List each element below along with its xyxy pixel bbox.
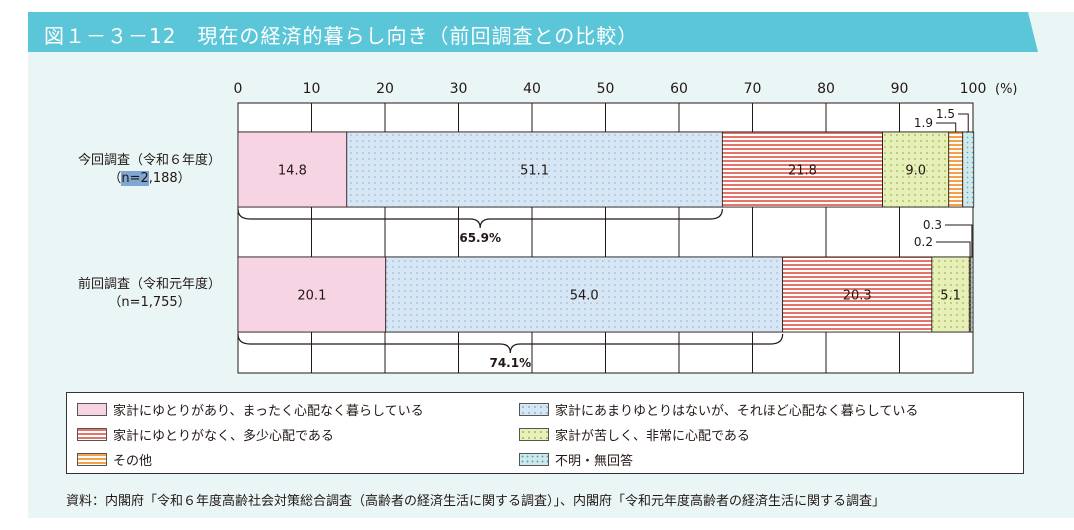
source-note: 資料：内閣府「令和６年度高齢社会対策総合調査（高齢者の経済生活に関する調査）」、… <box>66 494 886 509</box>
row-label-current-n: （n=2,188） <box>62 170 237 188</box>
x-unit-label: (%) <box>995 82 1018 97</box>
n-rest: ,188） <box>148 171 191 186</box>
bar-segment <box>721 131 883 208</box>
n-prefix: （ <box>108 171 122 186</box>
x-tick-label: 10 <box>303 81 321 97</box>
legend-label: その他 <box>113 453 153 469</box>
callout-leader <box>945 224 973 257</box>
figure-header: 図１－３－12 現在の経済的暮らし向き（前回調査との比較） <box>28 12 1038 52</box>
callout-label-no-answer: 0.3 <box>923 218 942 232</box>
data-label: 14.8 <box>278 164 307 179</box>
data-label: 20.3 <box>843 289 872 304</box>
legend-swatch-red-stripes <box>77 427 107 441</box>
bar-segment <box>346 131 723 208</box>
bar-segment <box>782 256 933 333</box>
legend-label: 不明・無回答 <box>555 453 634 469</box>
brace-total-label: 65.9% <box>459 231 501 245</box>
callout-label-no-answer: 1.5 <box>936 107 955 121</box>
legend-swatch-green-dots <box>519 427 549 441</box>
row-label-previous-n: （n=1,755） <box>62 294 237 312</box>
n-highlight: n=2 <box>121 171 149 186</box>
bar-segment <box>970 256 974 333</box>
x-tick-label: 50 <box>597 81 615 97</box>
data-label: 5.1 <box>940 289 961 304</box>
legend-swatch-orange-stripes <box>77 452 107 466</box>
row-label-previous: 前回調査（令和元年度） （n=1,755） <box>62 276 237 312</box>
data-label: 51.1 <box>520 164 549 179</box>
x-tick-label: 40 <box>523 81 541 97</box>
brace <box>237 208 723 229</box>
x-tick-label: 80 <box>817 81 835 97</box>
legend: 家計にゆとりがあり、まったく心配なく暮らしている 家計にあまりゆとりはないが、そ… <box>66 392 1024 474</box>
legend-item-5: 不明・無回答 <box>519 449 633 469</box>
legend-item-4: その他 <box>77 449 152 469</box>
callout-leader <box>936 241 971 257</box>
legend-label: 家計にあまりゆとりはないが、それほど心配なく暮らしている <box>555 403 919 419</box>
legend-swatch-blue-dots <box>519 402 549 416</box>
bar-segment <box>237 256 387 333</box>
row-label-previous-title: 前回調査（令和元年度） <box>77 277 221 292</box>
x-tick-label: 90 <box>891 81 909 97</box>
legend-swatch-cyan-dots <box>519 452 549 466</box>
bar-segment <box>948 131 964 208</box>
data-label: 54.0 <box>570 289 599 304</box>
legend-item-3: 家計が苦しく、非常に心配である <box>519 424 750 444</box>
legend-item-1: 家計にあまりゆとりはないが、それほど心配なく暮らしている <box>519 399 918 419</box>
callout-label-other: 0.2 <box>914 235 933 249</box>
legend-item-2: 家計にゆとりがなく、多少心配である <box>77 424 334 444</box>
x-tick-label: 70 <box>744 81 762 97</box>
data-label: 21.8 <box>788 164 817 179</box>
n-rest: n=1,755） <box>121 295 191 310</box>
bar-segment <box>962 131 975 208</box>
row-label-current: 今回調査（令和６年度） （n=2,188） <box>62 152 237 188</box>
brace-total-label: 74.1% <box>489 356 531 370</box>
legend-label: 家計にゆとりがなく、多少心配である <box>113 428 334 444</box>
legend-item-0: 家計にゆとりがあり、まったく心配なく暮らしている <box>77 399 424 419</box>
callout-label-other: 1.9 <box>914 116 933 130</box>
bar-segment <box>931 256 970 333</box>
legend-swatch-pink <box>77 402 107 416</box>
x-tick-label: 20 <box>376 81 394 97</box>
callout-leader <box>958 113 969 132</box>
legend-label: 家計にゆとりがあり、まったく心配なく暮らしている <box>113 403 424 419</box>
x-tick-label: 60 <box>670 81 688 97</box>
bar-segment <box>882 131 950 208</box>
x-tick-label: 30 <box>450 81 468 97</box>
brace <box>237 333 784 354</box>
x-tick-label: 100 <box>960 81 987 97</box>
x-tick-label: 0 <box>234 81 243 97</box>
figure-title: 図１－３－12 現在の経済的暮らし向き（前回調査との比較） <box>44 24 639 48</box>
bar-segment <box>385 256 784 333</box>
n-prefix: （ <box>108 295 122 310</box>
row-label-current-title: 今回調査（令和６年度） <box>77 153 221 168</box>
callout-leader <box>936 122 957 132</box>
legend-label: 家計が苦しく、非常に心配である <box>555 428 750 444</box>
data-label: 20.1 <box>297 289 326 304</box>
data-label: 9.0 <box>905 164 926 179</box>
